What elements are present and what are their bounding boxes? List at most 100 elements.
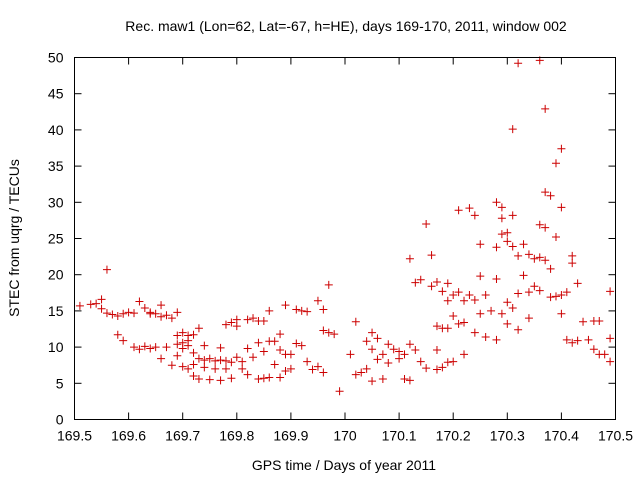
data-point (363, 337, 371, 345)
data-point (601, 350, 609, 358)
data-point (211, 357, 219, 365)
y-tick-label: 5 (56, 375, 64, 391)
data-point (292, 339, 300, 347)
data-point (444, 324, 452, 332)
data-point (352, 371, 360, 379)
data-point (265, 307, 273, 315)
data-point (514, 290, 522, 298)
data-point (568, 259, 576, 267)
data-point (520, 240, 528, 248)
data-point (428, 282, 436, 290)
data-point (281, 301, 289, 309)
data-point (357, 368, 365, 376)
data-point (525, 250, 533, 258)
data-point (552, 233, 560, 241)
data-point (368, 345, 376, 353)
data-point (433, 346, 441, 354)
data-point (433, 366, 441, 374)
data-point (190, 360, 198, 368)
data-point (222, 357, 230, 365)
data-point (373, 334, 381, 342)
data-point (146, 345, 154, 353)
data-point (130, 343, 138, 351)
data-point (444, 279, 452, 287)
data-point (346, 350, 354, 358)
data-point (476, 240, 484, 248)
data-point (384, 359, 392, 367)
data-point (319, 305, 327, 313)
data-point (330, 330, 338, 338)
data-point (195, 355, 203, 363)
data-point (547, 293, 555, 301)
data-point (547, 192, 555, 200)
data-point (162, 343, 170, 351)
data-point (574, 337, 582, 345)
data-point (509, 125, 517, 133)
data-point (98, 305, 106, 313)
data-point (471, 211, 479, 219)
data-point (525, 314, 533, 322)
data-point (319, 368, 327, 376)
data-point (536, 287, 544, 295)
data-point (444, 358, 452, 366)
data-point (498, 230, 506, 238)
data-point (130, 309, 138, 317)
data-point (233, 353, 241, 361)
x-axis-label: GPS time / Days of year 2011 (252, 457, 436, 473)
data-point (271, 337, 279, 345)
data-point (487, 307, 495, 315)
data-point (498, 310, 506, 318)
data-point (482, 291, 490, 299)
x-tick-label: 170.3 (490, 428, 525, 444)
data-point (509, 242, 517, 250)
data-point (606, 358, 614, 366)
data-point (325, 329, 333, 337)
x-tick-label: 169.7 (165, 428, 200, 444)
y-tick-label: 25 (48, 231, 64, 247)
data-point (271, 360, 279, 368)
y-tick-label: 35 (48, 158, 64, 174)
data-point (590, 345, 598, 353)
data-point (222, 321, 230, 329)
data-point (530, 255, 538, 263)
data-point (547, 265, 555, 273)
data-point (455, 206, 463, 214)
data-point (314, 297, 322, 305)
data-point (460, 350, 468, 358)
x-tick-label: 169.8 (219, 428, 254, 444)
data-point (498, 203, 506, 211)
data-point (368, 377, 376, 385)
data-point (319, 326, 327, 334)
data-point (433, 322, 441, 330)
data-point (417, 358, 425, 366)
data-point (514, 252, 522, 260)
data-point (87, 300, 95, 308)
data-point (146, 308, 154, 316)
y-tick-label: 15 (48, 303, 64, 319)
data-point (254, 375, 262, 383)
data-point (173, 352, 181, 360)
data-point (276, 346, 284, 354)
data-point (303, 358, 311, 366)
data-point (390, 345, 398, 353)
data-point (568, 252, 576, 260)
data-point (525, 288, 533, 296)
y-tick-label: 20 (48, 267, 64, 283)
data-point (119, 310, 127, 318)
data-point (579, 318, 587, 326)
data-point (325, 281, 333, 289)
data-point (498, 214, 506, 222)
data-point (157, 301, 165, 309)
data-point (557, 203, 565, 211)
data-point (227, 374, 235, 382)
data-point (557, 145, 565, 153)
data-point (217, 376, 225, 384)
y-axis-label: STEC from uqrg / TECUs (6, 159, 22, 317)
data-point (287, 350, 295, 358)
data-point (260, 317, 268, 325)
data-point (244, 371, 252, 379)
data-point (103, 309, 111, 317)
data-point (401, 375, 409, 383)
data-point (384, 340, 392, 348)
data-point (503, 237, 511, 245)
